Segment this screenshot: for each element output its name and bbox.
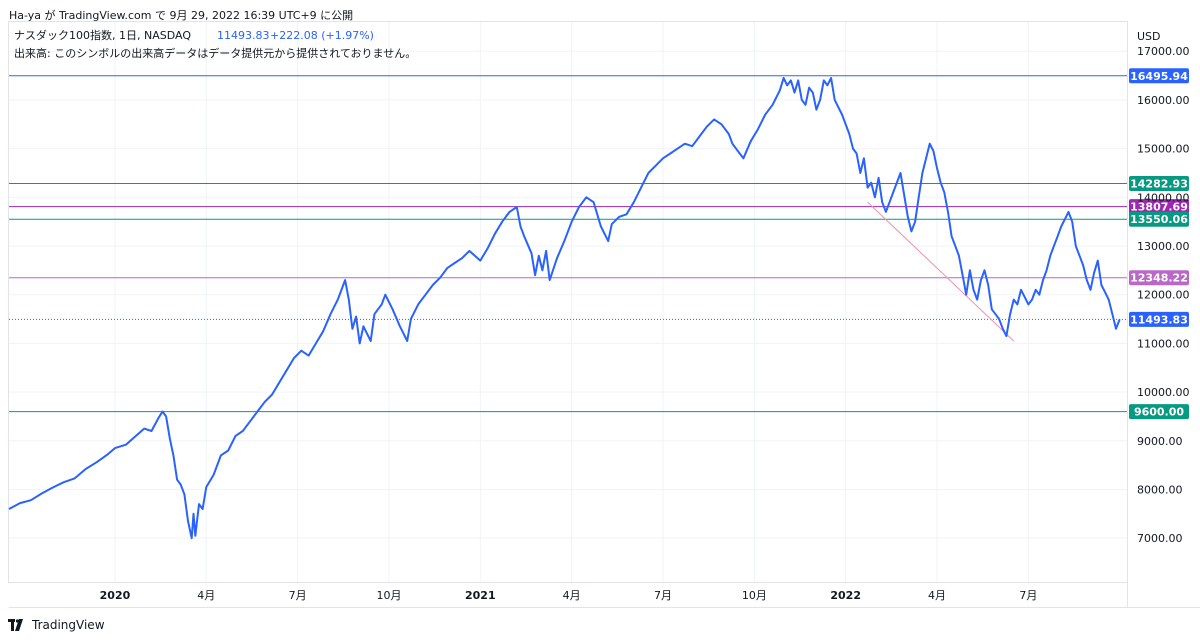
- legend-price: 11493.83: [217, 29, 270, 42]
- price-series: [8, 77, 1121, 540]
- level-label-bg: [1129, 176, 1189, 192]
- y-tick-label: 15000.00: [1137, 143, 1190, 156]
- trendline: [867, 201, 1015, 342]
- legend-change: +222.08 (+1.97%): [270, 29, 374, 42]
- level-label: 13550.06: [1130, 213, 1188, 226]
- footer-brand: TradingView: [32, 618, 105, 632]
- x-tick-label: 2022: [830, 589, 861, 602]
- y-tick-label: 10000.00: [1137, 386, 1190, 399]
- y-tick-label: 8000.00: [1137, 483, 1183, 496]
- x-tick-label: 2020: [100, 589, 131, 602]
- level-label-bg: [1129, 211, 1189, 227]
- tradingview-logo-icon: [8, 619, 26, 631]
- x-tick-label: 7月: [289, 589, 307, 602]
- y-tick-label: 9000.00: [1137, 435, 1183, 448]
- level-label: 12348.22: [1130, 272, 1188, 285]
- x-tick-label: 4月: [563, 589, 581, 602]
- level-label: 9600.00: [1134, 406, 1184, 419]
- level-label: 13807.69: [1130, 201, 1188, 214]
- x-tick-label: 2021: [465, 589, 496, 602]
- x-tick-label: 4月: [197, 589, 215, 602]
- x-tick-label: 10月: [742, 589, 767, 602]
- y-tick-label: 11000.00: [1137, 337, 1190, 350]
- volume-note: 出来高: このシンボルの出来高データはデータ提供元から提供されておりません。: [14, 46, 416, 60]
- level-label: 11493.83: [1130, 313, 1188, 326]
- y-tick-label: 16000.00: [1137, 94, 1190, 107]
- level-label: 14282.93: [1130, 178, 1188, 191]
- y-tick-label: 13000.00: [1137, 240, 1190, 253]
- price-line: [8, 77, 1121, 540]
- legend-symbol: ナスダック100指数, 1日, NASDAQ: [14, 28, 191, 42]
- level-label-bg: [1129, 270, 1189, 286]
- level-label-bg: [1129, 199, 1189, 215]
- x-tick-label: 7月: [1019, 589, 1037, 602]
- grid: [8, 21, 1128, 583]
- axes: 7000.00 8000.00 9000.00 10000.00 11000.00 120…: [9, 22, 1200, 608]
- publish-info: Ha-ya が TradingView.com で 9月 29, 2022 16…: [9, 9, 354, 22]
- y-tick-label: 17000.00: [1137, 45, 1190, 58]
- trendline-segment: [867, 201, 1015, 342]
- y-tick-label: 12000.00: [1137, 289, 1190, 302]
- x-tick-label: 7月: [654, 589, 672, 602]
- level-label-bg: [1129, 404, 1189, 420]
- x-tick-label: 4月: [928, 589, 946, 602]
- level-label: 16495.94: [1130, 70, 1188, 83]
- x-tick-label: 10月: [376, 589, 401, 602]
- currency-label: USD: [1137, 30, 1161, 43]
- level-label-bg: [1129, 68, 1189, 84]
- footer: TradingView: [8, 618, 105, 632]
- y-tick-label: 7000.00: [1137, 532, 1183, 545]
- legend: ナスダック100指数, 1日, NASDAQ 11493.83 +222.08 …: [14, 28, 416, 60]
- y-tick-label: 14000.00: [1137, 191, 1190, 204]
- level-label-bg: [1129, 311, 1189, 327]
- plot-frame: [8, 21, 1128, 583]
